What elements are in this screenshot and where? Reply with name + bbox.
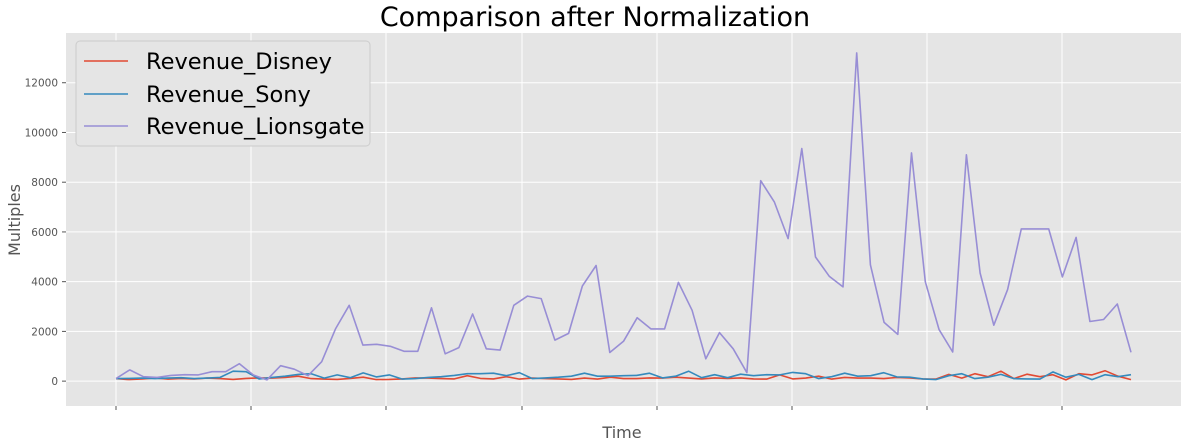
y-axis-ticks: 0 2000 4000 6000 8000 10000 12000 — [25, 78, 66, 388]
legend-label-sony: Revenue_Sony — [146, 82, 311, 108]
x-axis-ticks — [115, 406, 1063, 410]
y-tick-label: 6000 — [31, 227, 58, 239]
y-tick-label: 4000 — [31, 277, 58, 289]
y-tick-label: 12000 — [25, 78, 58, 90]
chart-title: Comparison after Normalization — [380, 2, 810, 33]
legend-label-disney: Revenue_Disney — [146, 49, 332, 75]
y-tick-label: 8000 — [31, 177, 58, 189]
series-line-revenue-sony — [115, 370, 1132, 381]
y-grid — [66, 82, 1181, 382]
x-axis-label: Time — [601, 423, 641, 442]
legend-label-lionsgate: Revenue_Lionsgate — [146, 114, 365, 140]
series-line-revenue-lionsgate — [115, 52, 1132, 381]
y-tick-label: 0 — [51, 376, 58, 388]
y-tick-label: 2000 — [31, 326, 58, 338]
series-lines — [115, 52, 1132, 381]
series-line-revenue-disney — [115, 369, 1132, 381]
legend: Revenue_Disney Revenue_Sony Revenue_Lion… — [75, 40, 371, 147]
y-axis-label: Multiples — [5, 184, 24, 256]
legend-box — [75, 40, 371, 147]
y-tick-label: 10000 — [25, 127, 58, 139]
